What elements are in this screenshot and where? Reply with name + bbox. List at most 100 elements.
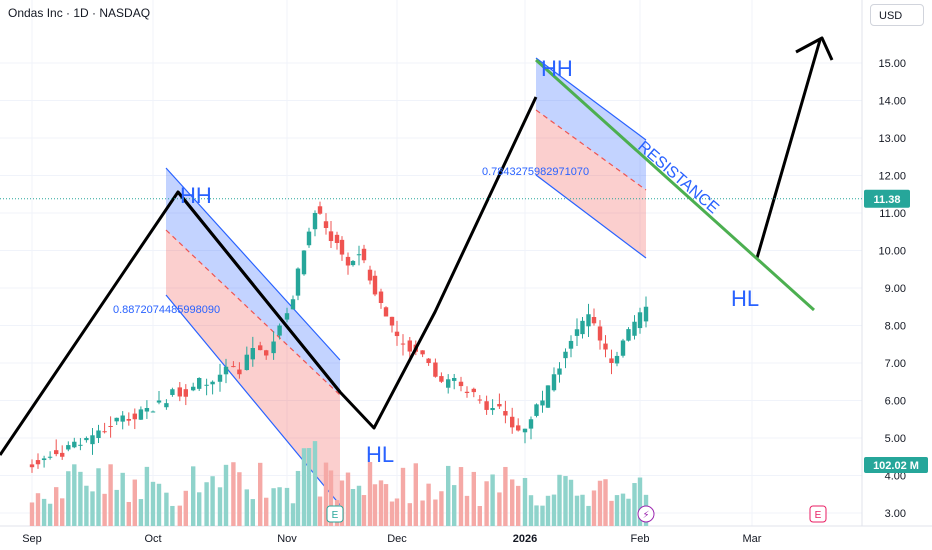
volume-bar	[271, 488, 276, 526]
candle-body	[312, 213, 318, 230]
candle-body	[626, 329, 631, 341]
candle-body	[126, 418, 131, 421]
volume-bar	[484, 481, 489, 526]
candle-body	[464, 391, 470, 393]
volume-bar	[350, 489, 356, 526]
earnings-marker-1-box[interactable]	[326, 505, 344, 523]
projection-arrowhead	[795, 36, 834, 61]
candle-body	[452, 378, 457, 381]
volume-bar	[258, 462, 263, 526]
volume-bar	[144, 466, 150, 526]
candle-body	[78, 444, 83, 446]
volume-bar	[345, 472, 351, 526]
candle-body	[54, 450, 59, 455]
candle-body	[138, 409, 144, 420]
volume-bar	[72, 464, 77, 526]
earnings-marker-2[interactable]: E	[815, 510, 822, 521]
candle-body	[614, 355, 620, 364]
price-tick-label: 14.00	[878, 96, 906, 108]
volume-bar	[191, 466, 196, 526]
candle-body	[334, 234, 340, 243]
volume-bar	[394, 498, 400, 526]
candle-body	[528, 419, 534, 429]
candle-body	[620, 340, 626, 356]
candle-body	[400, 343, 406, 345]
currency-button[interactable]: USD	[870, 4, 924, 26]
candle-body	[66, 445, 71, 450]
volume-bar	[108, 464, 113, 526]
volume-bar	[317, 496, 323, 526]
candle-body	[637, 312, 643, 329]
candle-body	[217, 374, 223, 382]
candle-body	[477, 399, 482, 401]
volume-bar	[568, 479, 574, 526]
earnings-marker-2-box[interactable]	[809, 505, 827, 523]
dividend-marker-icon[interactable]: ⚡	[642, 510, 649, 521]
volume-bar	[545, 495, 551, 526]
channel2-upper-fill	[536, 58, 646, 190]
volume-bar	[114, 489, 119, 526]
volume-bar	[361, 495, 367, 526]
earnings-marker-1[interactable]: E	[332, 510, 339, 521]
volume-bar	[477, 505, 482, 526]
candle-body	[204, 384, 209, 386]
volume-bar	[231, 462, 236, 526]
volume-bar	[244, 489, 249, 526]
volume-bar	[54, 487, 59, 526]
candle-body	[345, 256, 351, 266]
channel2-lower-line	[535, 174, 647, 259]
channel2-lower-fill	[536, 110, 646, 258]
candle-body	[420, 350, 425, 355]
time-tick-label: Nov	[277, 533, 297, 545]
candle-body	[264, 350, 269, 356]
volume-bar	[458, 467, 464, 526]
candle-body	[540, 400, 545, 406]
volume-bar	[323, 462, 329, 526]
volume-bar	[84, 485, 89, 526]
volume-bar	[210, 476, 215, 526]
dividend-marker-circle[interactable]	[637, 505, 655, 523]
channel-upper-line	[165, 167, 341, 361]
price-tick-label: 9.00	[885, 283, 906, 295]
price-tick-label: 11.00	[879, 208, 906, 220]
volume-bar	[277, 487, 282, 526]
volume-bar	[503, 466, 508, 526]
candle-body	[60, 452, 65, 457]
candle-body	[271, 341, 276, 354]
volume-bar	[96, 468, 101, 526]
candle-body	[389, 316, 395, 326]
candle-body	[484, 401, 489, 410]
candle-body	[306, 231, 312, 246]
volume-bar	[41, 498, 47, 526]
volume-bar	[557, 474, 562, 526]
chart-title: Ondas Inc · 1D · NASDAQ	[8, 6, 151, 20]
candle-body	[383, 307, 389, 317]
volume-bar	[183, 490, 188, 526]
volume-bar	[90, 491, 95, 526]
volume-bar	[389, 501, 395, 526]
volume-bar	[250, 499, 255, 526]
resistance-label: RESISTANCE	[634, 138, 721, 217]
price-tick-label: 7.00	[885, 358, 906, 370]
volume-bar	[637, 477, 643, 526]
candle-body	[120, 415, 125, 422]
candle-body	[490, 408, 495, 411]
volume-bar	[620, 493, 626, 526]
candle-body	[191, 386, 196, 391]
volume-bar	[138, 499, 144, 526]
hl-label-2: HL	[731, 286, 759, 311]
candle-body	[170, 389, 175, 395]
volume-bar	[328, 470, 334, 526]
volume-bar	[66, 471, 71, 526]
volume-bar	[237, 472, 242, 526]
volume-bar	[626, 498, 631, 526]
volume-bar	[197, 492, 202, 526]
volume-bar	[284, 487, 290, 526]
volume-bar	[217, 487, 223, 526]
candle-body	[522, 428, 528, 433]
candle-body	[471, 388, 476, 393]
candle-body	[284, 313, 290, 320]
currency-label: USD	[879, 10, 903, 22]
hh-label-1: HH	[180, 183, 212, 208]
